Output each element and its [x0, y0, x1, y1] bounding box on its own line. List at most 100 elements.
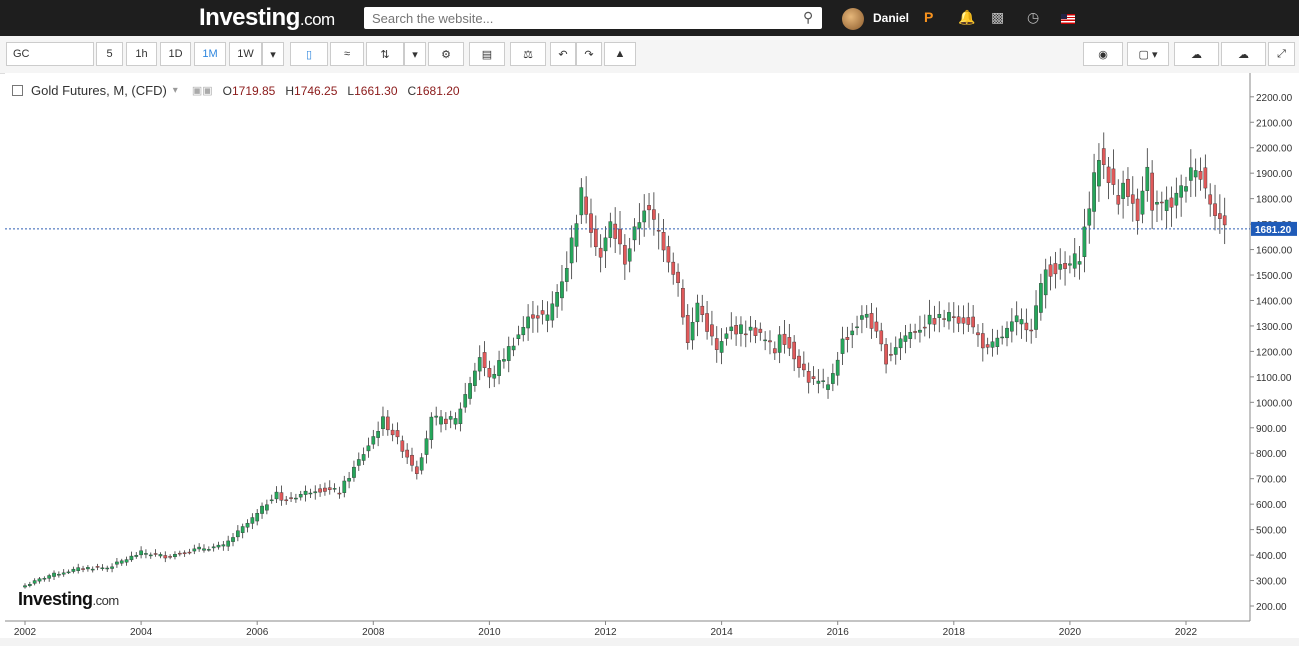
candle-body: [1193, 170, 1198, 178]
candle-body: [216, 544, 221, 548]
indicator-dropdown-icon[interactable]: ▾: [404, 42, 426, 66]
candle-body: [506, 346, 511, 361]
candle-body: [1053, 263, 1058, 275]
bell-icon[interactable]: 🔔: [958, 9, 976, 25]
candle-body: [468, 383, 472, 399]
candlestick-chart[interactable]: 200.00 300.00 400.00 500.00 600.00 700.00 800.…: [5, 73, 1299, 646]
candle-body: [260, 505, 264, 514]
search-icon[interactable]: ⚲: [803, 9, 814, 25]
x-tick-label: 2010: [478, 627, 501, 638]
candle-body: [303, 490, 308, 495]
cloud-upload-icon[interactable]: ☁: [1221, 42, 1266, 66]
candle-body: [821, 380, 826, 382]
candle-body: [864, 313, 869, 318]
cloud-download-icon[interactable]: ☁: [1174, 42, 1219, 66]
symbol-input[interactable]: GC: [6, 42, 94, 66]
us-flag-icon[interactable]: [1061, 14, 1075, 24]
y-tick-label: 1200.00: [1256, 347, 1293, 358]
layout-icon[interactable]: ▢ ▾: [1127, 42, 1169, 66]
open-value: 1719.85: [231, 83, 276, 98]
legend-title: Gold Futures, M, (CFD): [31, 83, 167, 98]
candle-body: [932, 318, 937, 325]
pro-icon[interactable]: P: [924, 9, 934, 25]
interval-dropdown-icon[interactable]: ▾: [262, 42, 284, 66]
candle-body: [139, 550, 143, 556]
interval-1d[interactable]: 1D: [160, 42, 191, 66]
candle-body: [589, 213, 593, 233]
candle-body: [487, 368, 492, 378]
clock-icon[interactable]: ◷: [1027, 9, 1040, 25]
undo-icon[interactable]: ↶: [550, 42, 576, 66]
studies-icon[interactable]: ▤: [469, 42, 505, 66]
camera-icon[interactable]: ◉: [1083, 42, 1123, 66]
candle-body: [695, 302, 700, 323]
candle-body: [927, 314, 932, 325]
chart-type-icon[interactable]: ≈: [330, 42, 364, 66]
search-input[interactable]: [364, 7, 822, 29]
interval-5[interactable]: 5: [96, 42, 123, 66]
candle-body: [748, 326, 753, 331]
candle-body: [603, 237, 608, 252]
interval-1w[interactable]: 1W: [229, 42, 262, 66]
candle-body: [995, 337, 1000, 347]
interval-1h[interactable]: 1h: [126, 42, 157, 66]
legend-dropdown-icon[interactable]: ▾: [172, 85, 178, 96]
candle-body: [1043, 269, 1048, 296]
candle-style-icon[interactable]: ▯: [290, 42, 328, 66]
candle-body: [763, 339, 767, 342]
collapse-icon[interactable]: [12, 85, 23, 96]
candle-body: [903, 335, 908, 342]
candle-body: [772, 348, 777, 354]
candle-body: [913, 331, 917, 333]
candle-body: [298, 494, 303, 498]
redo-icon[interactable]: ↷: [576, 42, 602, 66]
candle-body: [724, 333, 729, 339]
x-tick-label: 2002: [14, 627, 37, 638]
candle-body: [226, 540, 231, 547]
user-name[interactable]: Daniel: [873, 11, 910, 25]
interval-1m[interactable]: 1M: [194, 42, 226, 66]
settings-icon[interactable]: ⚙: [428, 42, 464, 66]
avatar[interactable]: [842, 8, 864, 30]
candle-body: [855, 326, 859, 329]
candle-body: [1087, 208, 1092, 226]
legend-options-icon[interactable]: ▣▣: [191, 85, 213, 97]
candle-body: [1188, 167, 1193, 181]
candle-body: [371, 436, 376, 445]
candle-body: [739, 324, 743, 334]
candle-body: [676, 271, 680, 284]
candle-body: [516, 334, 521, 339]
candle-body: [1130, 194, 1135, 204]
candle-body: [1077, 261, 1082, 265]
compare-icon[interactable]: ⚖: [510, 42, 546, 66]
candle-body: [966, 317, 971, 325]
y-tick-label: 2000.00: [1256, 144, 1293, 155]
candle-body: [579, 187, 584, 216]
x-tick-label: 2016: [827, 627, 850, 638]
candle-body: [1082, 226, 1087, 257]
candle-body: [942, 318, 946, 320]
candle-body: [719, 341, 724, 353]
candle-body: [831, 373, 835, 384]
portfolio-icon[interactable]: ▩: [991, 9, 1005, 25]
y-tick-label: 1600.00: [1256, 246, 1293, 257]
candle-body: [893, 347, 898, 355]
candle-body: [980, 333, 985, 349]
candle-body: [777, 334, 782, 353]
candle-body: [255, 513, 260, 522]
site-logo[interactable]: Investing.com: [199, 4, 335, 31]
y-tick-label: 1100.00: [1256, 373, 1292, 384]
candle-body: [434, 415, 439, 418]
candle-body: [347, 478, 351, 482]
candle-body: [700, 305, 705, 315]
y-tick-label: 1500.00: [1256, 271, 1293, 282]
candle-body: [792, 341, 797, 360]
y-tick-label: 2200.00: [1256, 93, 1293, 104]
alert-icon[interactable]: ▲: [604, 42, 636, 66]
candle-body: [652, 209, 656, 220]
high-value: 1746.25: [294, 83, 338, 98]
chart-watermark: Investing.com: [18, 589, 119, 609]
indicator-icon[interactable]: ⇅: [366, 42, 404, 66]
fullscreen-icon[interactable]: ⤢: [1268, 42, 1295, 66]
candle-body: [845, 337, 850, 340]
